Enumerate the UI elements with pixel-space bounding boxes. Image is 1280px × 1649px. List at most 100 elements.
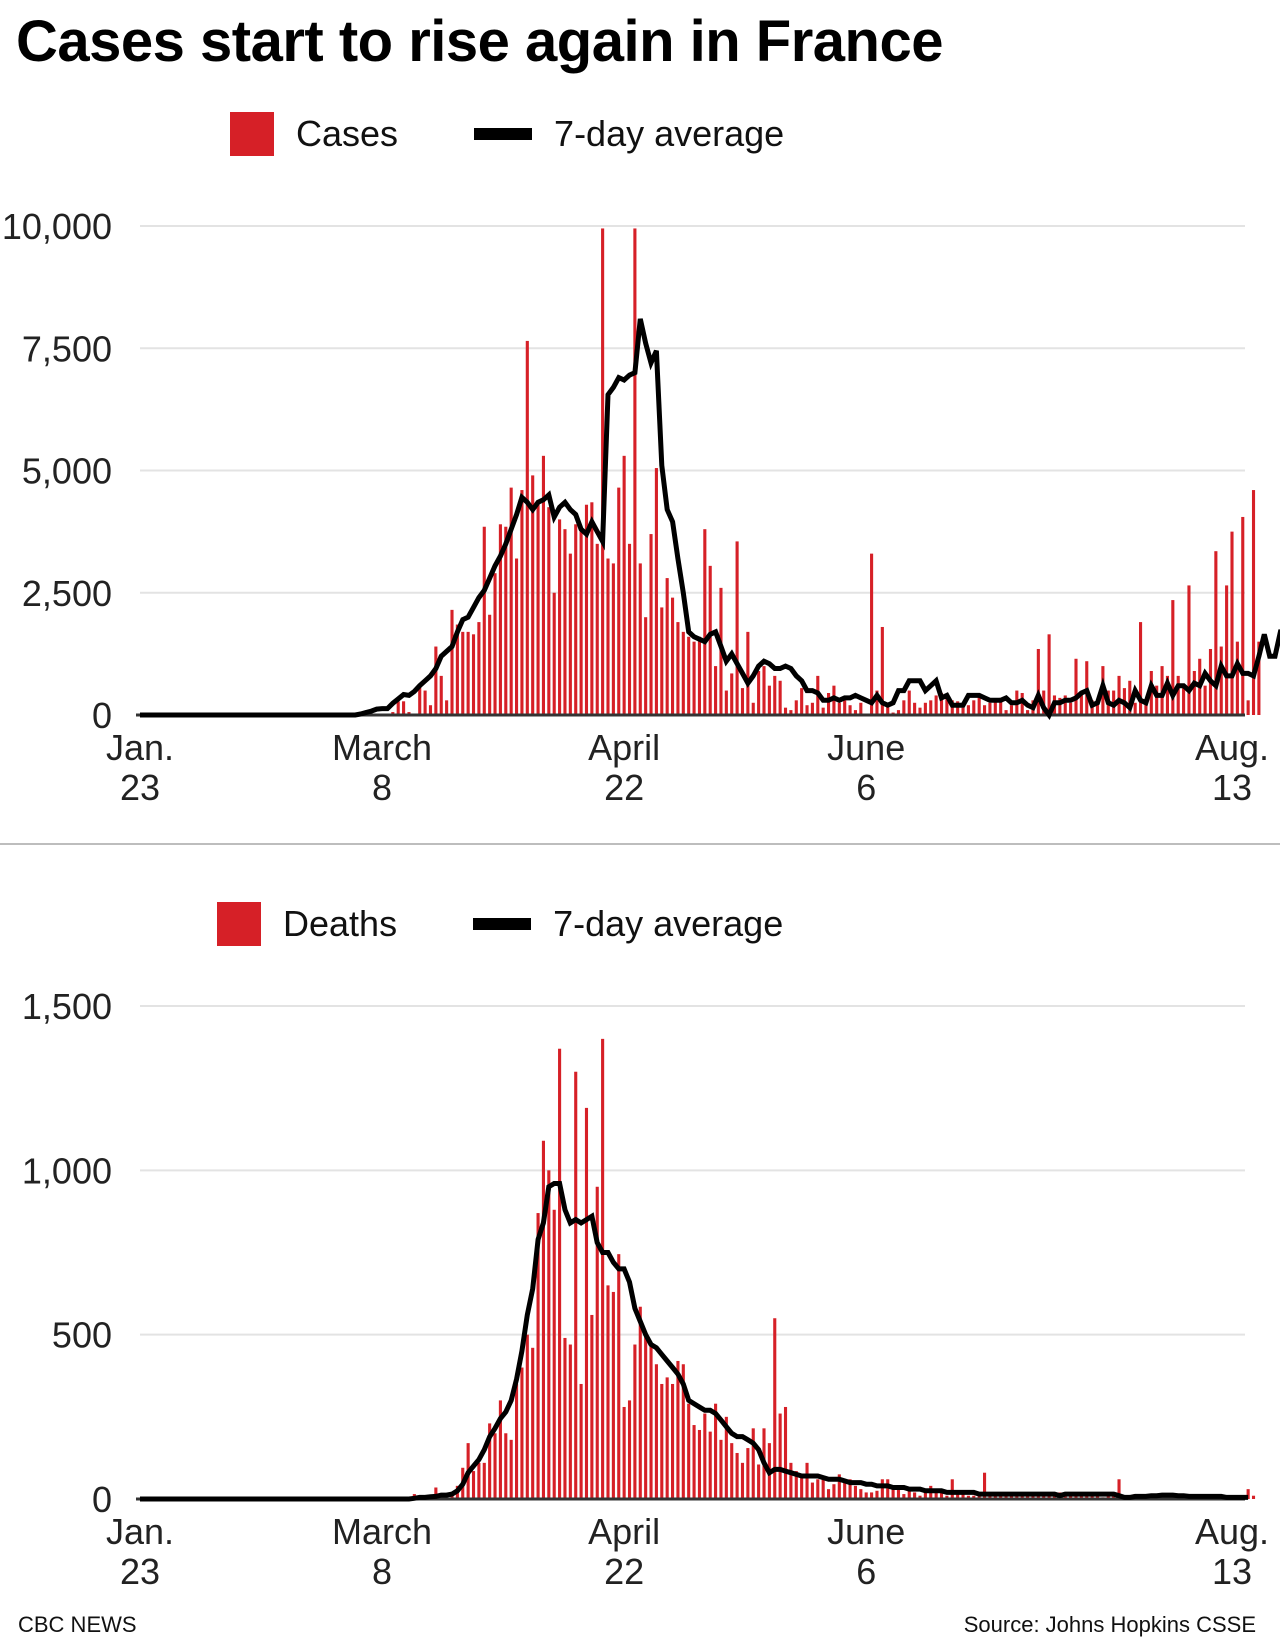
- deaths-bar: [633, 1344, 637, 1499]
- cases-bar: [644, 617, 648, 715]
- cases-bar: [692, 641, 696, 715]
- cases-bar: [961, 707, 965, 715]
- cases-bar: [568, 553, 572, 715]
- cases-bar: [1176, 675, 1180, 715]
- cases-bar: [918, 707, 922, 715]
- cases-bar: [1036, 648, 1040, 715]
- deaths-xtick-month: March: [332, 1511, 432, 1552]
- cases-bar: [579, 529, 583, 715]
- deaths-bar: [719, 1439, 723, 1499]
- cases-bar: [558, 519, 562, 715]
- deaths-bar: [848, 1479, 852, 1499]
- cases-bar: [929, 700, 933, 715]
- cases-legend-label: Cases: [296, 113, 399, 154]
- cases-bar: [418, 686, 422, 715]
- cases-bar: [601, 228, 605, 715]
- cases-bar: [466, 631, 470, 715]
- cases-xtick-day: 6: [856, 767, 876, 808]
- cases-bar: [703, 529, 707, 715]
- cases-bar: [1246, 700, 1250, 715]
- cases-bar: [1257, 641, 1261, 715]
- deaths-bar: [687, 1403, 691, 1499]
- cases-bar: [907, 690, 911, 715]
- deaths-bar: [660, 1383, 664, 1499]
- deaths-bar: [654, 1364, 658, 1499]
- deaths-bar: [859, 1489, 863, 1499]
- deaths-bar: [493, 1433, 497, 1499]
- cases-bar: [638, 563, 642, 715]
- cases-bar: [1230, 531, 1234, 715]
- deaths-bar: [606, 1285, 610, 1499]
- cases-bar: [1079, 692, 1083, 715]
- deaths-bar: [649, 1342, 653, 1499]
- cases-bar: [396, 701, 400, 715]
- deaths-xtick-day: 8: [372, 1551, 392, 1592]
- deaths-bar: [1112, 1495, 1116, 1499]
- cases-bar: [993, 700, 997, 715]
- cases-bar: [1235, 641, 1239, 715]
- deaths-bar: [601, 1038, 605, 1499]
- cases-bar: [434, 646, 438, 715]
- deaths-bar: [843, 1482, 847, 1499]
- deaths-xtick-day: 23: [120, 1551, 160, 1592]
- cases-bar: [956, 701, 960, 715]
- deaths-bar: [525, 1334, 529, 1499]
- deaths-bar: [913, 1492, 917, 1499]
- deaths-bar: [934, 1490, 938, 1499]
- cases-bar: [939, 692, 944, 715]
- deaths-bar: [837, 1474, 841, 1499]
- deaths-avg-legend-swatch: [473, 918, 532, 930]
- cases-bar: [896, 710, 901, 715]
- deaths-bar: [757, 1464, 761, 1499]
- deaths-bar: [622, 1406, 626, 1499]
- cases-bar: [805, 705, 809, 715]
- deaths-legend-label: Deaths: [283, 903, 398, 944]
- deaths-bar: [509, 1439, 513, 1499]
- cases-legend: Cases 7-day average: [230, 112, 784, 156]
- cases-bar: [1138, 622, 1143, 715]
- deaths-bar: [886, 1479, 890, 1499]
- deaths-bar: [536, 1213, 540, 1499]
- cases-bar: [622, 455, 626, 715]
- deaths-legend-swatch: [217, 902, 261, 946]
- cases-bar: [617, 487, 621, 715]
- deaths-bar: [617, 1254, 621, 1499]
- deaths-bar: [880, 1479, 884, 1499]
- cases-bar: [439, 675, 443, 715]
- cases-bar: [1069, 702, 1073, 715]
- cases-bar: [536, 502, 540, 715]
- deaths-bar: [1047, 1495, 1051, 1499]
- deaths-bar: [547, 1170, 551, 1499]
- cases-bar: [810, 702, 814, 715]
- cases-bar: [945, 697, 949, 715]
- cases-bar: [1009, 705, 1014, 715]
- cases-xtick-month: Aug.: [1195, 727, 1269, 768]
- deaths-xtick-month: April: [588, 1511, 660, 1552]
- deaths-bar: [504, 1433, 508, 1499]
- cases-bar: [525, 340, 529, 715]
- deaths-bar: [751, 1428, 755, 1499]
- cases-bar: [541, 455, 546, 715]
- deaths-bar: [724, 1416, 728, 1499]
- cases-bar: [762, 666, 766, 715]
- cases-bar: [880, 626, 884, 715]
- cases-bar: [531, 475, 535, 715]
- deaths-bar: [730, 1443, 734, 1499]
- deaths-bar: [1042, 1495, 1046, 1499]
- cases-bar: [913, 702, 917, 715]
- cases-bar: [1133, 702, 1137, 715]
- deaths-xtick-day: 6: [856, 1551, 876, 1592]
- deaths-bar: [1069, 1495, 1073, 1499]
- cases-bar: [428, 705, 433, 715]
- deaths-bar: [714, 1403, 718, 1499]
- cases-bar: [837, 702, 841, 715]
- cases-bar: [1219, 646, 1223, 715]
- deaths-bar: [800, 1474, 804, 1499]
- deaths-bar: [611, 1291, 615, 1499]
- cases-bar: [778, 680, 782, 715]
- deaths-ytick-label: 500: [52, 1315, 112, 1356]
- cases-bar: [1171, 600, 1175, 715]
- cases-bar: [1020, 692, 1024, 715]
- deaths-bar: [902, 1494, 906, 1499]
- cases-bar: [1128, 680, 1132, 715]
